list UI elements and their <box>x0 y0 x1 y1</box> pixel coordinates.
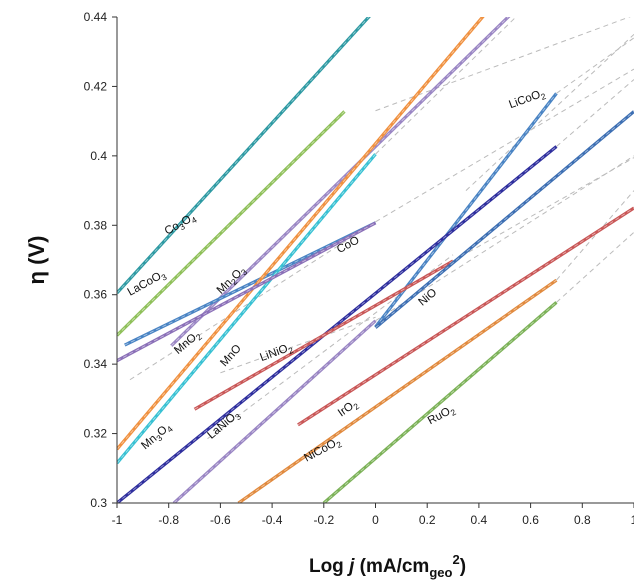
series-line-mno-cyan <box>117 153 377 465</box>
x-tick-label: 0.6 <box>522 513 539 527</box>
y-tick-label: 0.42 <box>84 79 108 93</box>
axis-titles-layer: Log j (mA/cmgeo2) η (V) <box>24 236 466 580</box>
series-label-ruo2: RuO2 <box>426 403 458 429</box>
series-lanio3 <box>172 319 377 503</box>
x-tick-label: 0.4 <box>471 513 488 527</box>
y-axis-title: η (V) <box>24 236 49 285</box>
series-fit-overlay-mno <box>117 17 484 450</box>
x-axis-title: Log j (mA/cmgeo2) <box>309 552 466 580</box>
series-fit-overlay-ruo2 <box>323 302 557 503</box>
x-tick-label: 0 <box>372 513 379 527</box>
series-fit-overlay-iro2 <box>297 207 634 426</box>
series-nio <box>374 110 634 329</box>
axes-layer: -1 -0.8 -0.6 -0.4 -0.2 0 0.2 0.4 0.6 0.8 1 0.3 0.32 0… <box>84 10 634 527</box>
series-fit-overlay-nicoo2 <box>238 279 557 503</box>
series-co3o4 <box>117 17 371 295</box>
series-ruo2 <box>322 301 558 503</box>
series-label-licoo2: LiCoO2 <box>507 87 547 113</box>
series-line-coo <box>117 221 377 363</box>
series-mno <box>117 17 485 451</box>
fit-line-10 <box>556 190 634 281</box>
series-lacoo3 <box>117 110 346 337</box>
series-line-co3o4 <box>117 17 371 295</box>
x-tick-label: 1 <box>631 513 634 527</box>
series-fit-overlay-mn2o3 <box>171 17 509 347</box>
x-tick-label: -0.4 <box>262 513 283 527</box>
series-fit-overlay-linio2 <box>194 260 454 410</box>
fit-line-5 <box>556 37 634 94</box>
y-tick-label: 0.36 <box>84 288 108 302</box>
series-nicoo2 <box>237 278 558 503</box>
series-label-mn3o4: Mn3O4 <box>139 421 175 454</box>
series-label-co3o4: Co3O4 <box>163 211 199 239</box>
x-tick-label: -1 <box>112 513 123 527</box>
series-label-lacoo3: LaCoO3 <box>126 268 169 300</box>
fit-line-12 <box>375 155 634 322</box>
fit-line-7 <box>375 17 517 155</box>
x-tick-label: -0.6 <box>210 513 231 527</box>
series-mno-cyan <box>117 153 377 465</box>
fit-line-8 <box>556 79 634 147</box>
series-fit-overlay-nio <box>375 111 634 328</box>
fit-line-13 <box>465 33 634 191</box>
y-tick-label: 0.38 <box>84 218 108 232</box>
series-fit-overlay-lanio3 <box>173 320 376 503</box>
series-fit-overlay-mn3o4 <box>117 146 557 503</box>
series-mn3o4 <box>117 145 558 503</box>
y-tick-label: 0.34 <box>84 357 108 371</box>
y-tick-label: 0.4 <box>90 149 107 163</box>
series-mno2 <box>124 221 377 347</box>
x-tick-label: 0.8 <box>574 513 591 527</box>
series-lines-layer <box>117 17 634 503</box>
fit-lines-layer <box>129 17 634 440</box>
fit-line-2 <box>220 316 376 374</box>
x-tick-label: -0.8 <box>158 513 179 527</box>
series-coo <box>117 221 377 363</box>
series-linio2 <box>193 259 454 411</box>
y-tick-label: 0.44 <box>84 10 108 24</box>
x-tick-label: -0.2 <box>313 513 334 527</box>
y-tick-label: 0.32 <box>84 427 108 441</box>
x-tick-label: 0.2 <box>419 513 436 527</box>
series-label-coo: CoO <box>335 234 362 256</box>
series-mn2o3 <box>170 17 511 347</box>
series-line-lacoo3 <box>117 110 346 337</box>
series-label-iro2: IrO2 <box>336 398 361 422</box>
y-tick-label: 0.3 <box>90 496 107 510</box>
series-label-nicoo2: NiCoO2 <box>302 435 343 466</box>
series-label-mno: MnO <box>218 343 244 370</box>
series-iro2 <box>297 206 634 427</box>
series-licoo2 <box>374 92 558 328</box>
series-fit-overlay-mno2 <box>124 222 376 346</box>
fit-line-11 <box>556 231 634 303</box>
